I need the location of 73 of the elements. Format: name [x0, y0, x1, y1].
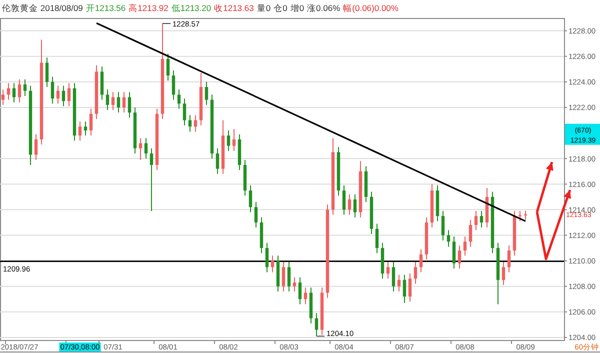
candlestick — [128, 92, 132, 118]
candlestick — [45, 57, 49, 88]
candlestick — [89, 108, 93, 136]
candlestick — [150, 148, 154, 212]
candlestick — [507, 244, 511, 273]
candlestick — [292, 276, 296, 292]
text: 涨0.06% — [307, 3, 341, 13]
candlestick — [226, 130, 230, 152]
candlestick — [265, 242, 269, 273]
candlestick — [62, 85, 66, 107]
candlestick — [375, 223, 379, 254]
candlestick — [122, 92, 126, 114]
candlestick — [100, 66, 104, 100]
candlestick — [232, 128, 236, 152]
candlestick — [524, 210, 528, 220]
candlestick — [282, 262, 286, 292]
candlestick — [518, 210, 522, 222]
candlestick — [419, 248, 423, 273]
candlestick — [172, 70, 176, 100]
candlestick — [414, 262, 418, 284]
text: 仓0 — [274, 3, 288, 13]
candlestick — [468, 219, 472, 248]
chart-title: 伦敦黄金 2018/08/09 — [2, 3, 84, 13]
candlestick — [34, 134, 38, 160]
candlestick — [166, 53, 170, 82]
text: 收1213.63 — [214, 3, 254, 13]
candlestick — [194, 114, 198, 132]
candlestick — [18, 78, 22, 103]
candlestick — [287, 262, 291, 292]
candlestick — [144, 138, 148, 160]
candlestick — [111, 92, 115, 110]
candlestick — [298, 276, 302, 305]
candlestick — [342, 184, 346, 216]
candlestick — [408, 273, 412, 302]
candlestick — [397, 274, 401, 292]
candlestick — [67, 82, 71, 107]
candlestick — [188, 114, 192, 132]
candlestick — [502, 262, 506, 286]
candlestick — [182, 98, 186, 126]
text: 量0 — [256, 3, 271, 13]
candlestick — [216, 148, 220, 174]
text: 低1213.20 — [171, 3, 212, 13]
candlestick — [84, 121, 88, 136]
candlestick — [304, 287, 308, 305]
candlestick — [441, 210, 445, 241]
candlestick — [116, 92, 120, 114]
candlestick — [177, 89, 181, 110]
candlestick — [23, 78, 27, 96]
candlestick — [463, 236, 467, 256]
candlestick — [1, 89, 5, 106]
candlestick — [248, 184, 252, 213]
candlestick — [254, 202, 258, 228]
candlestick — [452, 236, 456, 269]
candlestick — [348, 194, 352, 216]
candlestick — [314, 312, 318, 337]
candlestick — [480, 210, 484, 228]
text: 开1213.56 — [86, 3, 126, 13]
candlestick — [353, 194, 357, 218]
text: 幅(0.06)0.00% — [343, 3, 399, 13]
text: 高1213.92 — [128, 3, 169, 13]
candlestick — [474, 210, 478, 231]
text: 增0 — [289, 3, 304, 13]
candlestick — [106, 89, 110, 110]
candlestick — [50, 76, 54, 104]
candlestick — [458, 244, 462, 269]
candlestick — [138, 138, 142, 160]
candlestick — [402, 274, 406, 304]
candlestick — [78, 121, 82, 142]
candlestick — [204, 81, 208, 106]
candlestick — [56, 85, 60, 104]
candlestick — [392, 262, 396, 292]
candlestick — [446, 230, 450, 248]
candlestick — [386, 262, 390, 280]
